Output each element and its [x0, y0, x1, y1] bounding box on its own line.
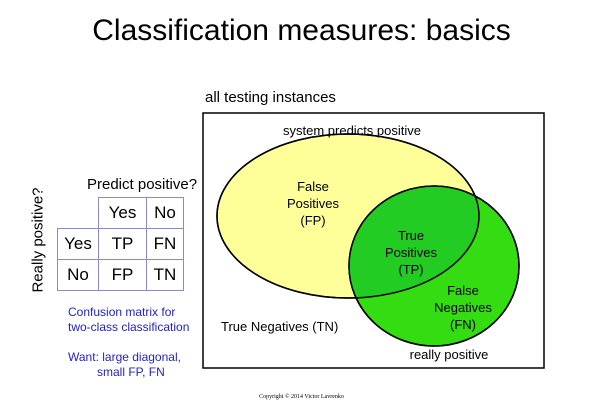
matrix-column-title: Predict positive? — [87, 176, 198, 193]
goal-note-line2: small FP, FN — [97, 365, 165, 379]
fp-label-line2: Positives — [287, 196, 340, 211]
predicted-positive-outline — [216, 133, 480, 299]
matrix-row-yes: Yes TP FN — [57, 228, 184, 260]
overlap-region — [349, 186, 479, 298]
matrix-header-yes: Yes — [98, 197, 147, 229]
matrix-corner — [57, 197, 99, 229]
tp-label-line2: Positives — [385, 245, 438, 260]
really-positive-outline — [348, 185, 520, 347]
goal-note: Want: large diagonal, small FP, FN — [68, 350, 181, 380]
predicted-label: system predicts positive — [283, 123, 421, 138]
slide-title: Classification measures: basics — [92, 14, 511, 47]
fp-label-line1: False — [297, 179, 329, 194]
confusion-matrix: Yes No Yes TP FN No FP TN — [57, 197, 184, 291]
tp-label-line1: True — [398, 228, 424, 243]
matrix-header-no: No — [146, 197, 184, 229]
matrix-cell-tp: TP — [98, 228, 147, 260]
matrix-row-title: Really positive? — [29, 187, 47, 293]
goal-note-line1: Want: large diagonal, — [68, 350, 181, 364]
fn-label-line2: Negatives — [434, 300, 492, 315]
matrix-caption-line1: Confusion matrix for — [68, 305, 176, 319]
tn-label: True Negatives (TN) — [221, 319, 338, 334]
fn-label-line3: (FN) — [450, 317, 476, 332]
matrix-header-row: Yes No — [57, 197, 184, 229]
matrix-row-label: No — [57, 259, 99, 291]
matrix-row-no: No FP TN — [57, 259, 184, 291]
tp-label-line3: (TP) — [398, 262, 423, 277]
matrix-cell-tn: TN — [146, 259, 184, 291]
copyright-notice: Copyright © 2014 Victor Lavrenko — [259, 394, 344, 400]
matrix-cell-fn: FN — [146, 228, 184, 260]
matrix-caption: Confusion matrix for two-class classific… — [68, 305, 189, 335]
box-label: all testing instances — [205, 89, 336, 106]
matrix-cell-fp: FP — [98, 259, 147, 291]
matrix-caption-line2: two-class classification — [68, 320, 190, 334]
fn-label-line1: False — [447, 283, 479, 298]
fp-label-line3: (FP) — [300, 213, 325, 228]
matrix-row-label: Yes — [57, 228, 99, 260]
actual-label: really positive — [410, 347, 489, 362]
